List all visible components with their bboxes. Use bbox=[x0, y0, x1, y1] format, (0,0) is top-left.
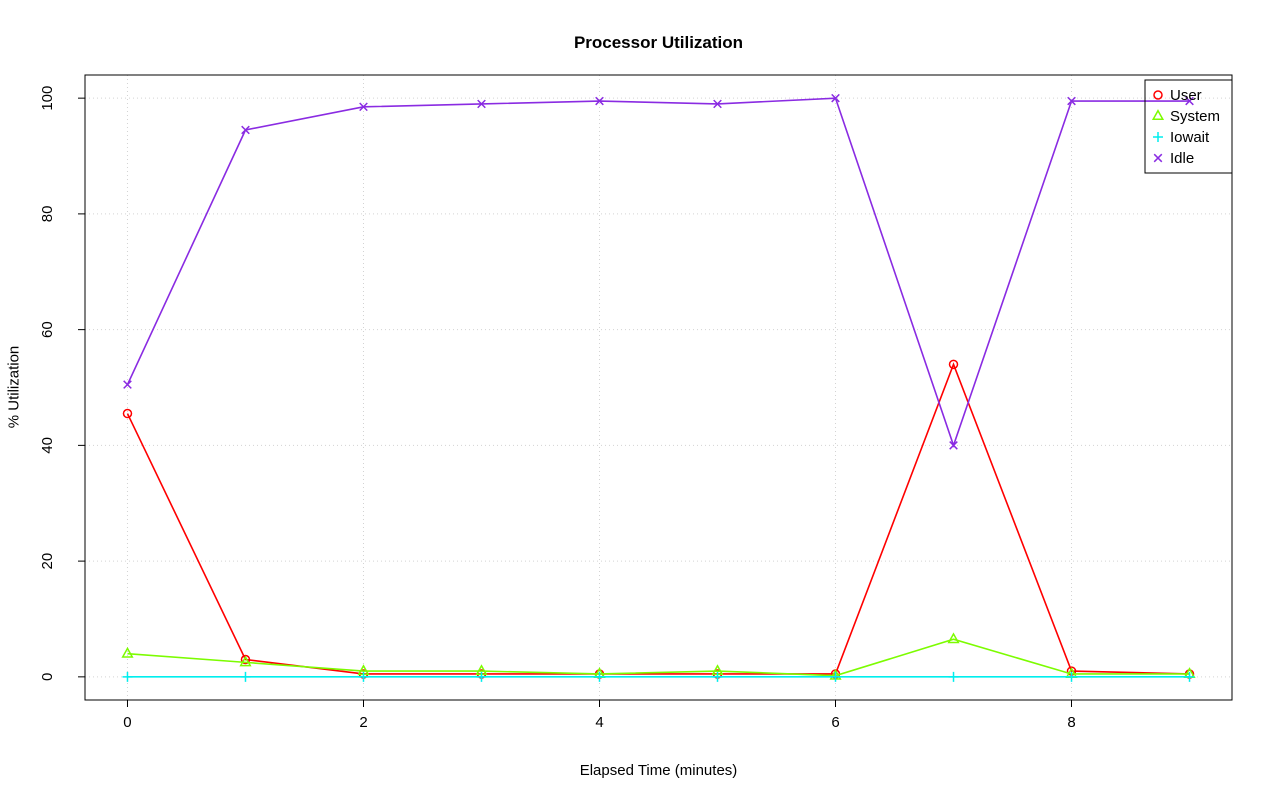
marker-circle bbox=[122, 408, 133, 419]
series-line-user bbox=[126, 362, 1190, 675]
marker-plus bbox=[358, 671, 369, 682]
marker-circle bbox=[1153, 90, 1163, 100]
marker-x bbox=[123, 380, 132, 389]
marker-x bbox=[359, 102, 368, 112]
series-line-system bbox=[127, 638, 1190, 677]
marker-triangle bbox=[947, 632, 960, 644]
marker-circle bbox=[240, 654, 251, 665]
marker-plus bbox=[122, 671, 133, 682]
marker-plus bbox=[830, 671, 841, 682]
x-tick-label: 4 bbox=[595, 714, 603, 731]
marker-x bbox=[1067, 96, 1076, 106]
marker-x bbox=[831, 93, 840, 103]
legend-border bbox=[1144, 79, 1233, 174]
legend-item-idle: Idle bbox=[1153, 150, 1194, 167]
marker-x bbox=[713, 99, 722, 109]
marker-triangle bbox=[239, 655, 252, 667]
legend-label-idle: Idle bbox=[1170, 150, 1194, 167]
plot-border bbox=[84, 74, 1233, 701]
marker-x bbox=[1153, 153, 1163, 163]
series-user bbox=[122, 359, 1195, 679]
series-idle bbox=[123, 93, 1194, 450]
legend: User System Iowait Idle bbox=[1144, 79, 1233, 174]
legend-item-iowait: Iowait bbox=[1153, 129, 1210, 146]
y-tick-label: 80 bbox=[39, 206, 56, 223]
marker-triangle bbox=[121, 646, 134, 658]
marker-plus bbox=[594, 671, 605, 682]
marker-plus bbox=[712, 671, 723, 682]
x-tick-label: 8 bbox=[1067, 714, 1075, 731]
marker-plus bbox=[1066, 671, 1077, 682]
marker-circle bbox=[948, 359, 959, 370]
x-tick-label: 2 bbox=[359, 714, 367, 731]
legend-label-system: System bbox=[1170, 108, 1220, 125]
marker-plus bbox=[1153, 132, 1163, 142]
marker-plus bbox=[948, 671, 959, 682]
legend-label-iowait: Iowait bbox=[1170, 129, 1210, 146]
y-tick-label: 0 bbox=[39, 673, 56, 681]
y-tick-label: 60 bbox=[39, 321, 56, 338]
marker-x bbox=[241, 125, 250, 135]
marker-x bbox=[477, 99, 486, 109]
marker-x bbox=[949, 441, 958, 450]
y-tick-label: 40 bbox=[39, 437, 56, 454]
marker-plus bbox=[240, 671, 251, 682]
series-iowait bbox=[122, 671, 1195, 682]
marker-x bbox=[1185, 96, 1194, 106]
marker-plus bbox=[1184, 671, 1195, 682]
y-tick-label: 20 bbox=[39, 553, 56, 570]
marker-plus bbox=[476, 671, 487, 682]
marker-x bbox=[595, 96, 604, 106]
legend-item-user: User bbox=[1153, 87, 1202, 104]
x-axis-label: Elapsed Time (minutes) bbox=[579, 762, 738, 779]
y-tick-label: 100 bbox=[39, 86, 56, 111]
chart-title: Processor Utilization bbox=[573, 33, 744, 52]
marker-triangle bbox=[1151, 109, 1165, 121]
series-system bbox=[121, 632, 1196, 680]
x-tick-label: 6 bbox=[831, 714, 839, 731]
series-line-idle bbox=[126, 97, 1190, 448]
legend-label-user: User bbox=[1170, 87, 1202, 104]
x-tick-label: 0 bbox=[123, 714, 131, 731]
legend-item-system: System bbox=[1151, 108, 1220, 125]
